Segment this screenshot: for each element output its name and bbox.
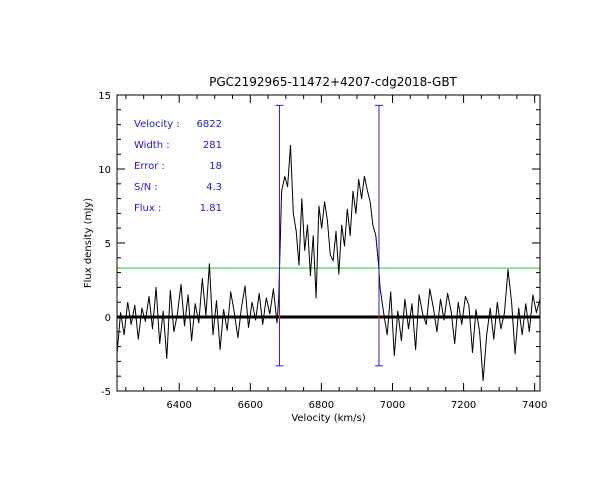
x-tick-label: 6800 — [309, 400, 334, 411]
annotation-value: 18 — [209, 161, 222, 172]
velocity-markers — [275, 104, 383, 367]
x-tick-label: 6400 — [166, 400, 191, 411]
annotation-value: 4.3 — [206, 182, 222, 193]
chart-title: PGC2192965-11472+4207-cdg2018-GBT — [209, 75, 457, 89]
annotation-label: Velocity : — [134, 119, 180, 130]
y-tick-label: -5 — [101, 387, 111, 398]
annotation-label: S/N : — [134, 182, 158, 193]
y-tick-label: 5 — [105, 239, 111, 250]
spectrum-series — [116, 144, 541, 382]
annotation-label: Width : — [134, 140, 170, 151]
x-tick-label: 7000 — [380, 400, 405, 411]
annotation-value: 281 — [203, 140, 222, 151]
y-tick-label: 0 — [105, 313, 111, 324]
y-axis-title: Flux density (mJy) — [83, 198, 94, 288]
annotation-value: 6822 — [197, 119, 222, 130]
y-tick-label: 10 — [98, 165, 111, 176]
annotation-value: 1.81 — [200, 203, 222, 214]
x-tick-label: 7400 — [522, 400, 547, 411]
axes: 6400 6600 6800 7000 7200 7400 -5 0 5 10 15 — [98, 91, 547, 411]
x-axis-title: Velocity (km/s) — [291, 413, 365, 424]
measurement-annotations: Velocity : 6822 Width : 281 Error : 18 S/N : 4.… — [134, 119, 222, 214]
x-tick-label: 7200 — [451, 400, 476, 411]
spectrum-line-0 — [116, 144, 541, 382]
y-tick-label: 15 — [98, 91, 111, 102]
x-tick-label: 6600 — [238, 400, 263, 411]
annotation-label: Error : — [134, 161, 165, 172]
annotation-label: Flux : — [134, 203, 161, 214]
